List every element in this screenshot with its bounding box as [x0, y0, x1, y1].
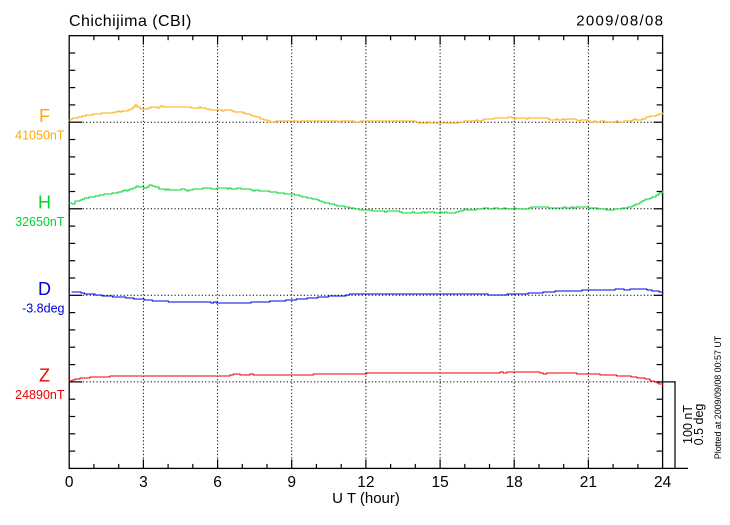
svg-text:Plotted at 2009/09/08 00:57 UT: Plotted at 2009/09/08 00:57 UT	[713, 335, 723, 459]
svg-text:24890nT: 24890nT	[15, 388, 65, 402]
svg-text:21: 21	[580, 474, 597, 491]
svg-text:3: 3	[139, 474, 148, 491]
svg-text:H: H	[38, 193, 51, 213]
svg-text:U T (hour): U T (hour)	[332, 490, 400, 507]
svg-text:Chichijima (CBI): Chichijima (CBI)	[69, 13, 192, 30]
svg-text:15: 15	[431, 474, 448, 491]
svg-text:32650nT: 32650nT	[15, 215, 65, 229]
svg-text:9: 9	[287, 474, 296, 491]
svg-text:0.5 deg: 0.5 deg	[692, 404, 706, 446]
svg-text:F: F	[39, 106, 50, 126]
svg-text:18: 18	[506, 474, 523, 491]
svg-text:12: 12	[357, 474, 374, 491]
svg-text:-3.8deg: -3.8deg	[22, 302, 64, 316]
svg-text:100 nT: 100 nT	[681, 405, 695, 444]
svg-text:2009/08/08: 2009/08/08	[576, 13, 664, 30]
svg-text:41050nT: 41050nT	[15, 129, 65, 143]
svg-text:D: D	[38, 279, 51, 299]
svg-text:6: 6	[213, 474, 222, 491]
svg-text:Z: Z	[39, 366, 50, 386]
svg-text:0: 0	[65, 474, 74, 491]
svg-text:24: 24	[654, 474, 672, 491]
